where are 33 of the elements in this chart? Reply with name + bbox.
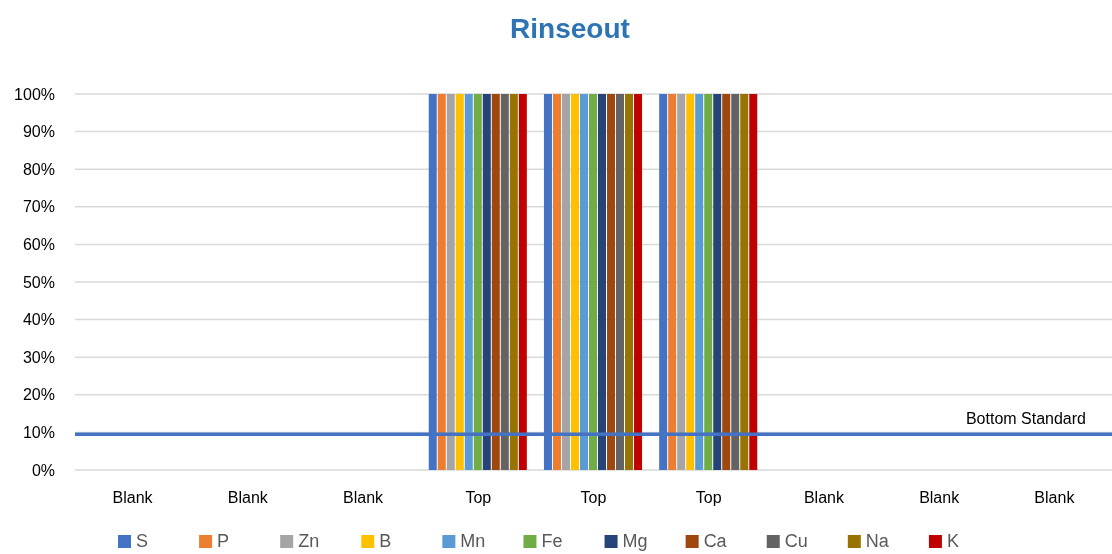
y-tick-label: 90%: [22, 123, 55, 141]
legend-label: Cu: [784, 531, 808, 551]
legend-label: Na: [865, 531, 890, 551]
x-tick-label: Blank: [227, 489, 269, 506]
y-tick-label: 0%: [31, 461, 55, 479]
x-tick-label: Blank: [919, 489, 961, 506]
x-tick-label: Blank: [803, 489, 845, 506]
y-tick-label: 50%: [22, 273, 55, 291]
x-tick-label: Top: [695, 489, 722, 506]
legend-label: S: [136, 531, 149, 551]
legend-label: P: [217, 531, 230, 551]
x-tick-label: Top: [465, 489, 492, 506]
legend-label: Fe: [541, 531, 563, 551]
x-tick-label: Blank: [1034, 489, 1076, 506]
legend-label: B: [379, 531, 392, 551]
x-tick-label: Blank: [112, 489, 154, 506]
x-tick-label: Top: [580, 489, 607, 506]
legend-label: Mn: [460, 531, 486, 551]
legend-label: K: [946, 531, 959, 551]
y-tick-label: 70%: [22, 198, 55, 216]
legend-label: Mg: [622, 531, 648, 551]
chart-title: Rinseout: [510, 13, 630, 44]
ref-line-label: Bottom Standard: [965, 410, 1086, 428]
y-tick-label: 30%: [22, 348, 55, 366]
legend-label: Ca: [703, 531, 728, 551]
legend-label: Zn: [298, 531, 320, 551]
y-tick-label: 40%: [22, 311, 55, 329]
y-tick-label: 100%: [14, 85, 55, 103]
y-tick-label: 10%: [22, 424, 55, 441]
y-tick-label: 60%: [22, 236, 55, 253]
x-tick-label: Blank: [343, 489, 385, 506]
y-tick-label: 20%: [22, 386, 55, 404]
y-tick-label: 80%: [22, 160, 55, 178]
